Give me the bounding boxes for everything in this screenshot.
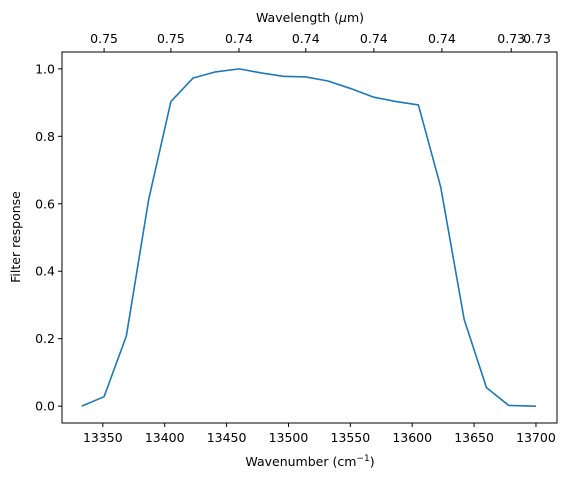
top-tick-label: 0.75 xyxy=(157,31,185,46)
x-tick-label: 13550 xyxy=(330,430,370,445)
x-tick-label: 13700 xyxy=(516,430,556,445)
y-tick-label: 0.2 xyxy=(35,331,55,346)
top-tick-label: 0.73 xyxy=(497,31,525,46)
y-tick-label: 0.8 xyxy=(35,129,55,144)
y-axis-label: Filter response xyxy=(8,191,23,283)
series-layer xyxy=(81,68,536,407)
bottom-x-axis: 13350 13400 13450 13500 13550 13600 13650 13700 xyxy=(83,423,556,445)
plot-frame xyxy=(61,51,558,424)
x-tick-label: 13450 xyxy=(207,430,247,445)
x-tick-label: 13350 xyxy=(83,430,123,445)
top-tick-label: 0.74 xyxy=(225,31,253,46)
x-axis-label: Wavenumber (cm−1) xyxy=(245,454,374,469)
top-tick-label: 0.74 xyxy=(292,31,320,46)
y-tick-label: 0.0 xyxy=(35,399,55,414)
y-tick-label: 0.6 xyxy=(35,196,55,211)
x-tick-label: 13600 xyxy=(392,430,432,445)
x-tick-label: 13400 xyxy=(145,430,185,445)
top-tick-label: 0.74 xyxy=(428,31,456,46)
top-tick-label: 0.75 xyxy=(90,31,118,46)
y-tick-label: 1.0 xyxy=(35,61,55,76)
top-x-axis-label: Wavelength (μm) xyxy=(256,10,364,25)
series-line-0 xyxy=(81,68,536,407)
x-tick-label: 13650 xyxy=(454,430,494,445)
y-axis: 0.0 0.2 0.4 0.6 0.8 1.0 xyxy=(35,61,62,414)
y-tick-label: 0.4 xyxy=(35,264,55,279)
x-tick-label: 13500 xyxy=(269,430,309,445)
top-x-axis: 0.75 0.75 0.74 0.74 0.74 0.74 0.730.73 xyxy=(90,31,551,52)
top-tick-label: 0.73 xyxy=(523,31,551,46)
top-tick-label: 0.74 xyxy=(360,31,388,46)
